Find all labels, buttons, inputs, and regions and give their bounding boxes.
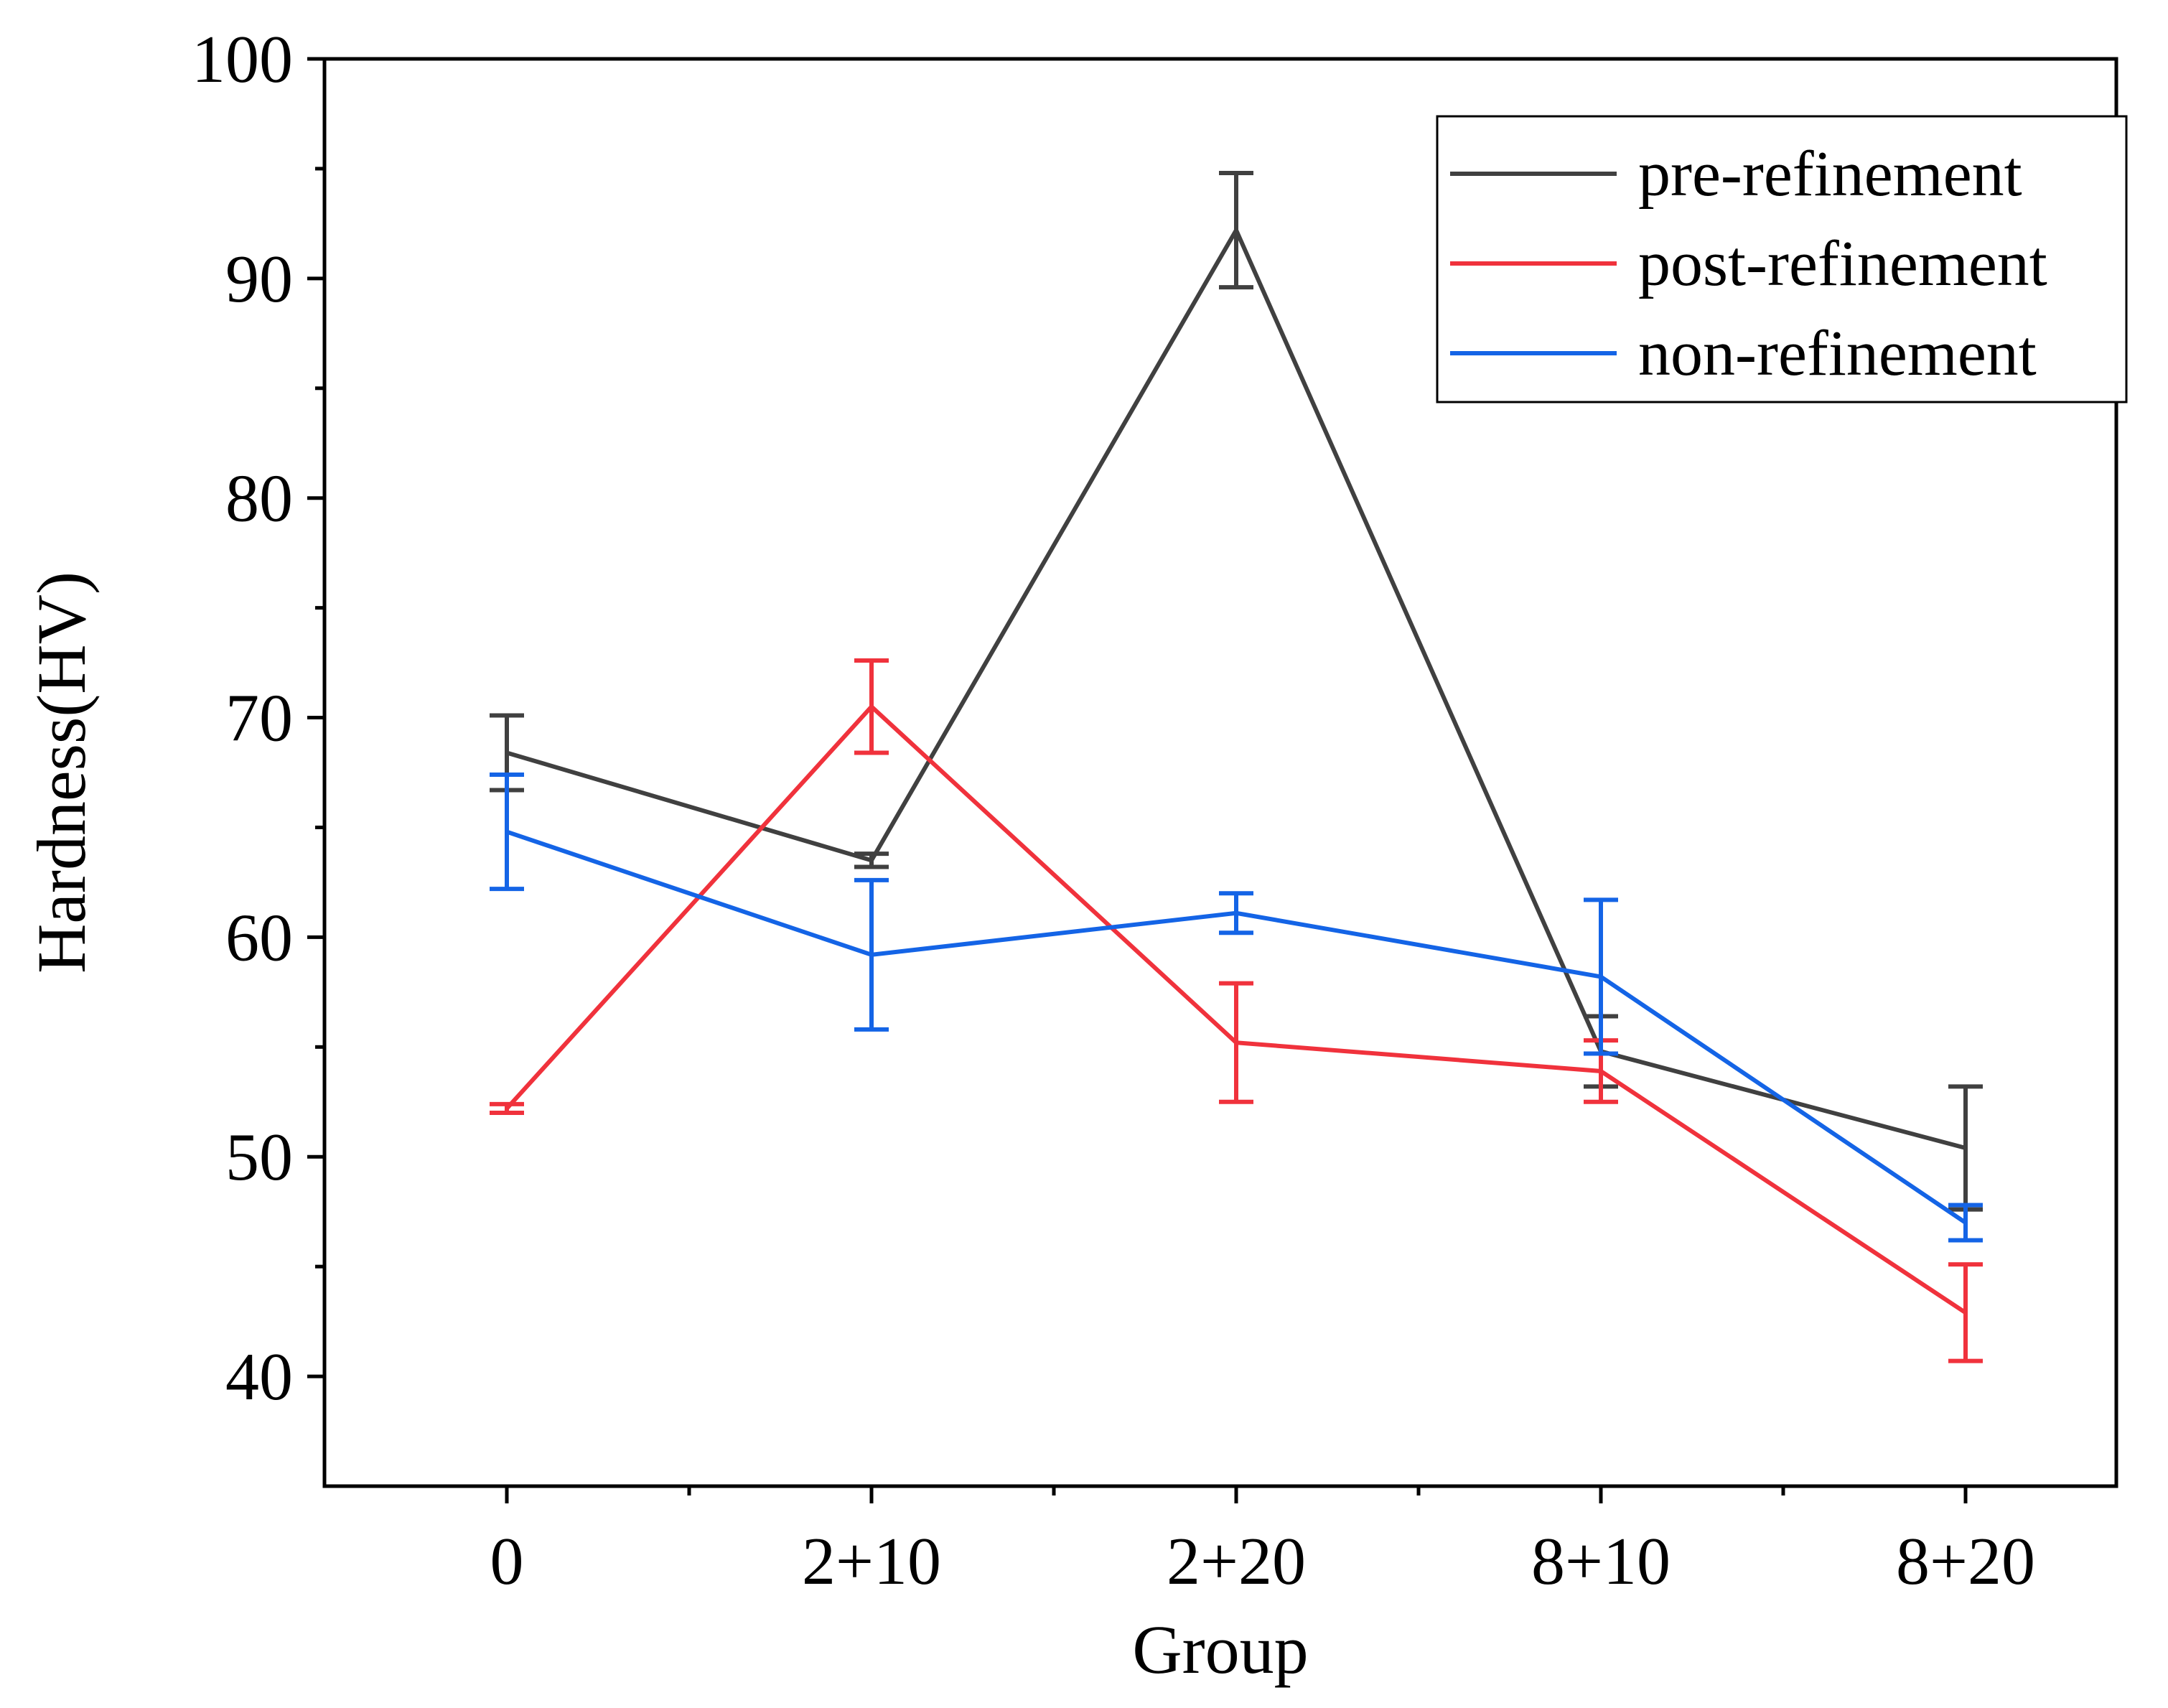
x-axis-title: Group — [1132, 1611, 1308, 1688]
legend-entry: post-refinement — [1450, 228, 2047, 299]
y-tick-label: 60 — [225, 900, 293, 975]
x-tick-label: 8+10 — [1531, 1524, 1671, 1599]
y-tick-label: 90 — [225, 242, 293, 317]
plot-frame — [322, 57, 2118, 1488]
legend: pre-refinement post-refinement non-refinem… — [1436, 115, 2128, 403]
y-tick-label: 80 — [225, 462, 293, 536]
series-line — [506, 829, 1967, 1225]
legend-entry: non-refinement — [1450, 318, 2037, 389]
y-tick-label: 70 — [225, 681, 293, 756]
series-line — [505, 703, 1967, 1315]
series-line — [506, 225, 1966, 1150]
y-tick-label: 40 — [225, 1340, 293, 1414]
series-post-refinement — [490, 658, 1983, 1363]
x-tick-label: 8+20 — [1896, 1524, 2035, 1599]
y-tick-label: 100 — [192, 22, 293, 97]
legend-label: post-refinement — [1638, 228, 2047, 299]
legend-label: pre-refinement — [1638, 139, 2022, 210]
x-tick-label: 2+10 — [802, 1524, 941, 1599]
y-tick-label: 50 — [225, 1120, 293, 1195]
legend-entry: pre-refinement — [1450, 139, 2022, 210]
series-non-refinement — [490, 773, 1983, 1243]
y-axis: 40 50 60 70 80 90 100 — [192, 22, 324, 1414]
series-layer — [490, 171, 1983, 1363]
x-axis: 0 2+10 2+20 8+10 8+20 — [490, 1486, 2035, 1599]
x-tick-label: 0 — [490, 1524, 524, 1599]
x-tick-label: 2+20 — [1167, 1524, 1306, 1599]
legend-label: non-refinement — [1638, 318, 2037, 389]
y-axis-title: Hardness(HV) — [23, 571, 100, 974]
